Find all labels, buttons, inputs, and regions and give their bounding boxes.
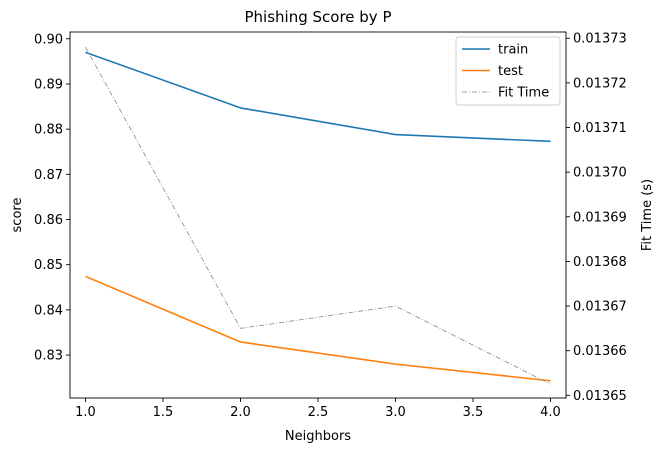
x-tick-label: 3.5 <box>463 405 484 420</box>
plot-area: 1.0 1.5 2.0 2.5 3.0 3.5 4.0 0.83 0.84 0.85 0.86 0.8… <box>34 31 627 420</box>
legend-box <box>455 36 561 106</box>
series-line-test <box>85 275 551 382</box>
y-tick-label: 0.89 <box>34 77 63 92</box>
legend-label: train <box>498 43 528 58</box>
legend-label: test <box>498 64 523 79</box>
y2-tick-label: 0.01366 <box>573 344 627 359</box>
series-line-train <box>85 51 551 143</box>
y2-tick-label: 0.01368 <box>573 255 627 270</box>
y-tick-label: 0.90 <box>34 32 63 47</box>
y-tick-label: 0.83 <box>34 349 63 364</box>
y2-tick-label: 0.01373 <box>573 32 627 47</box>
x-tick-label: 2.5 <box>308 405 329 420</box>
y2-tick-label: 0.01367 <box>573 300 627 315</box>
y2-tick-label: 0.01365 <box>573 389 627 404</box>
x-tick-label: 1.0 <box>75 405 96 420</box>
y-tick-label: 0.88 <box>34 123 63 138</box>
y-tick-label: 0.87 <box>34 168 63 183</box>
series-line-fit-time <box>85 46 551 385</box>
y2-axis-label: Fit Time (s) <box>640 179 655 251</box>
x-tick-label: 1.5 <box>153 405 174 420</box>
chart-title: Phishing Score by P <box>245 8 392 26</box>
legend-label: Fit Time <box>498 86 549 101</box>
y-axis-label: score <box>10 198 25 233</box>
y-tick-label: 0.86 <box>34 213 63 228</box>
y-tick-label: 0.85 <box>34 258 63 273</box>
x-tick-label: 4.0 <box>540 405 561 420</box>
y2-tick-label: 0.01369 <box>573 210 627 225</box>
y2-tick-label: 0.01370 <box>573 166 627 181</box>
x-tick-label: 3.0 <box>385 405 406 420</box>
x-tick-label: 2.0 <box>230 405 251 420</box>
y2-tick-label: 0.01372 <box>573 76 627 91</box>
y-tick-label: 0.84 <box>34 303 63 318</box>
y2-tick-label: 0.01371 <box>573 121 627 136</box>
legend: train test Fit Time <box>455 36 561 106</box>
x-axis-label: Neighbors <box>285 429 351 444</box>
